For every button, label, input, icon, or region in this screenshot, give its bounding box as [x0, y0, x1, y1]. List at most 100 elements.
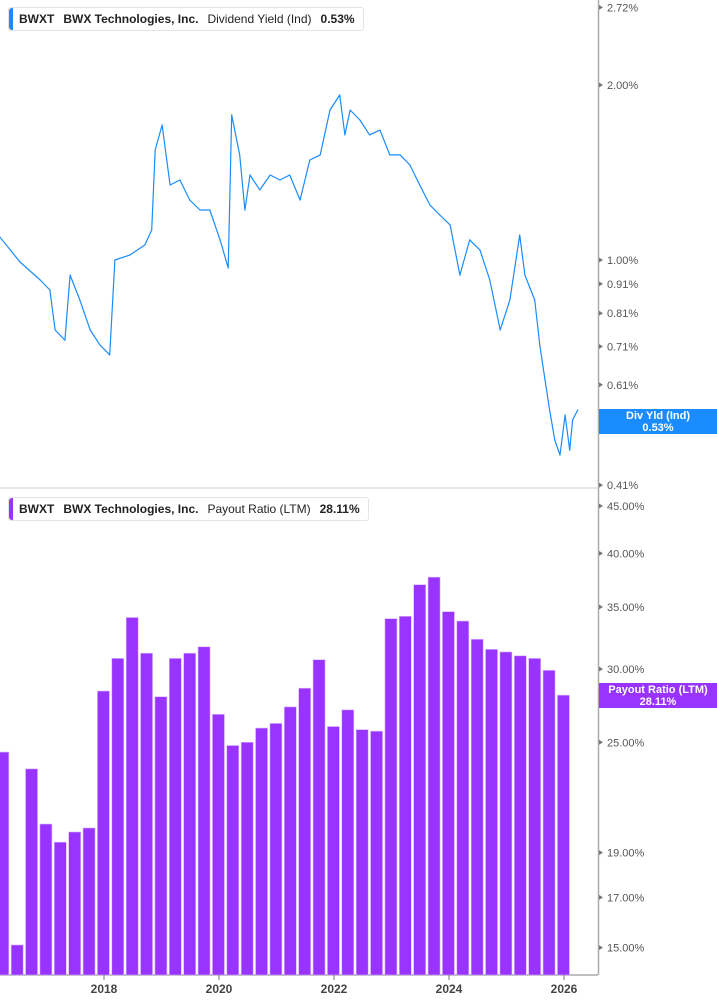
payout-bar	[528, 658, 541, 976]
y-tick-label: 25.00%	[607, 737, 645, 749]
yield-point	[399, 154, 401, 156]
payout-bar	[398, 616, 412, 976]
legend-company: BWX Technologies, Inc.	[63, 502, 199, 516]
legend-company: BWX Technologies, Inc.	[63, 12, 199, 26]
yield-point	[154, 149, 156, 151]
y-tick-label: 0.81%	[607, 308, 638, 320]
yield-point	[569, 449, 571, 451]
yield-point	[544, 379, 546, 381]
yield-point	[209, 209, 211, 211]
payout-bar	[183, 652, 196, 976]
payout-bar	[427, 576, 441, 976]
y-tick	[599, 4, 603, 10]
payout-bar	[125, 617, 139, 976]
yield-point	[419, 184, 421, 186]
yield-point	[479, 249, 481, 251]
payout-bar	[0, 751, 10, 976]
payout-bar	[442, 611, 455, 976]
payout-bar	[542, 670, 556, 976]
yield-point	[109, 354, 111, 356]
y-tick-label: 35.00%	[607, 602, 645, 614]
payout-bar	[169, 658, 182, 976]
yield-point	[379, 129, 381, 131]
payout-bar	[25, 768, 38, 976]
yield-point	[259, 189, 261, 191]
yield-point	[189, 199, 191, 201]
yield-point	[429, 204, 431, 206]
y-tick-label: 0.61%	[607, 380, 638, 392]
yield-point	[449, 224, 451, 226]
yield-point	[329, 109, 331, 111]
y-tick	[599, 281, 603, 287]
legend-value: 28.11%	[319, 502, 360, 516]
yield-panel: 2.72%2.00%1.00%0.91%0.81%0.71%0.61%0.51%…	[0, 2, 638, 492]
y-tick	[599, 257, 603, 263]
y-tick-label: 45.00%	[607, 501, 645, 513]
yield-point	[19, 261, 21, 263]
yield-point	[489, 279, 491, 281]
payout-legend[interactable]: BWXT BWX Technologies, Inc. Payout Ratio…	[8, 497, 369, 521]
payout-bar	[240, 741, 254, 976]
yield-point	[54, 329, 56, 331]
payout-bar	[68, 831, 81, 976]
legend-metric: Dividend Yield (Ind)	[207, 12, 312, 26]
yield-point	[69, 274, 71, 276]
x-tick-label: 2024	[436, 982, 463, 996]
legend-metric: Payout Ratio (LTM)	[207, 502, 311, 516]
yield-point	[459, 274, 461, 276]
yield-point	[539, 344, 541, 346]
y-tick-label: 19.00%	[607, 848, 645, 860]
y-tick	[599, 343, 603, 349]
yield-point	[89, 329, 91, 331]
yield-point	[309, 159, 311, 161]
payout-bar	[111, 658, 125, 976]
payout-bar	[212, 714, 225, 976]
tag-value: 0.53%	[642, 422, 674, 434]
yield-point	[219, 239, 221, 241]
y-tick	[599, 894, 603, 900]
y-tick-label: 15.00%	[607, 943, 645, 955]
payout-bar	[499, 651, 513, 976]
legend-value: 0.53%	[320, 12, 355, 26]
yield-point	[179, 179, 181, 181]
payout-bar	[312, 659, 326, 976]
payout-bar	[53, 841, 67, 976]
yield-point	[577, 409, 579, 411]
y-tick-label: 2.72%	[607, 2, 638, 14]
yield-point	[269, 174, 271, 176]
yield-point	[349, 109, 351, 111]
x-tick-label: 2026	[551, 982, 578, 996]
payout-bar	[269, 723, 283, 976]
payout-bar	[298, 687, 311, 976]
yield-point	[169, 184, 171, 186]
yield-point	[199, 209, 201, 211]
yield-point	[244, 209, 246, 211]
y-tick	[599, 503, 603, 509]
payout-bar	[97, 690, 110, 976]
tag-label: Payout Ratio (LTM)	[608, 684, 708, 696]
yield-value-tag: Div Yld (Ind) 0.53%	[599, 409, 717, 434]
yield-point	[49, 289, 51, 291]
payout-bar	[513, 655, 527, 976]
yield-legend[interactable]: BWXT BWX Technologies, Inc. Dividend Yie…	[8, 7, 364, 31]
y-tick-label: 0.71%	[607, 341, 638, 353]
yield-point	[114, 259, 116, 261]
yield-point	[469, 239, 471, 241]
y-tick	[599, 945, 603, 951]
yield-point	[289, 174, 291, 176]
yield-legend-color-bar	[9, 8, 13, 30]
yield-point	[239, 154, 241, 156]
payout-bar	[226, 745, 240, 976]
payout-bar	[456, 620, 470, 976]
x-tick-label: 2020	[206, 982, 233, 996]
y-tick	[599, 482, 603, 488]
y-tick	[599, 382, 603, 388]
y-tick-label: 17.00%	[607, 892, 645, 904]
yield-point	[369, 134, 371, 136]
y-tick	[599, 310, 603, 316]
legend-ticker: BWXT	[19, 502, 55, 516]
payout-bar	[255, 727, 268, 976]
y-tick	[599, 850, 603, 856]
yield-point	[389, 154, 391, 156]
y-tick	[599, 666, 603, 672]
